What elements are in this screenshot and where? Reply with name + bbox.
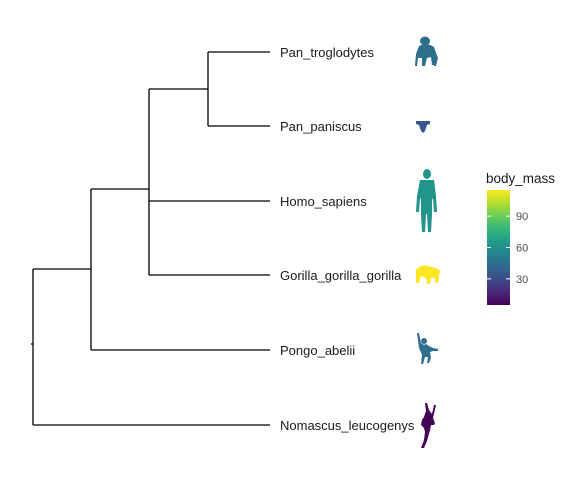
tip-label-homo-sapiens: Homo_sapiens [280,194,367,209]
tip-labels: Pan_troglodytes Pan_paniscus Homo_sapien… [280,45,415,433]
legend-title: body_mass [486,171,555,186]
legend-colorbar [487,190,510,305]
tip-label-pan-paniscus: Pan_paniscus [280,119,362,134]
bonobo-silhouette-icon [416,121,430,133]
tip-label-pan-troglodytes: Pan_troglodytes [280,45,374,60]
tree-branches [31,51,270,426]
legend-tick-label-60: 60 [516,243,528,255]
color-legend: body_mass 90 60 30 [486,171,555,305]
chimpanzee-silhouette-icon [415,36,438,66]
legend-tick-label-30: 30 [516,274,528,286]
legend-tick-label-90: 90 [516,211,528,223]
orangutan-silhouette-icon [417,333,438,364]
gorilla-silhouette-icon [416,265,440,284]
tip-label-nomascus-leucogenys: Nomascus_leucogenys [280,418,415,433]
tip-silhouettes [415,36,440,448]
gibbon-silhouette-icon [421,403,436,448]
human-silhouette-icon [416,169,437,232]
tip-label-pongo-abelii: Pongo_abelii [280,343,355,358]
legend-ticks [487,215,510,280]
tip-label-gorilla: Gorilla_gorilla_gorilla [280,268,402,283]
